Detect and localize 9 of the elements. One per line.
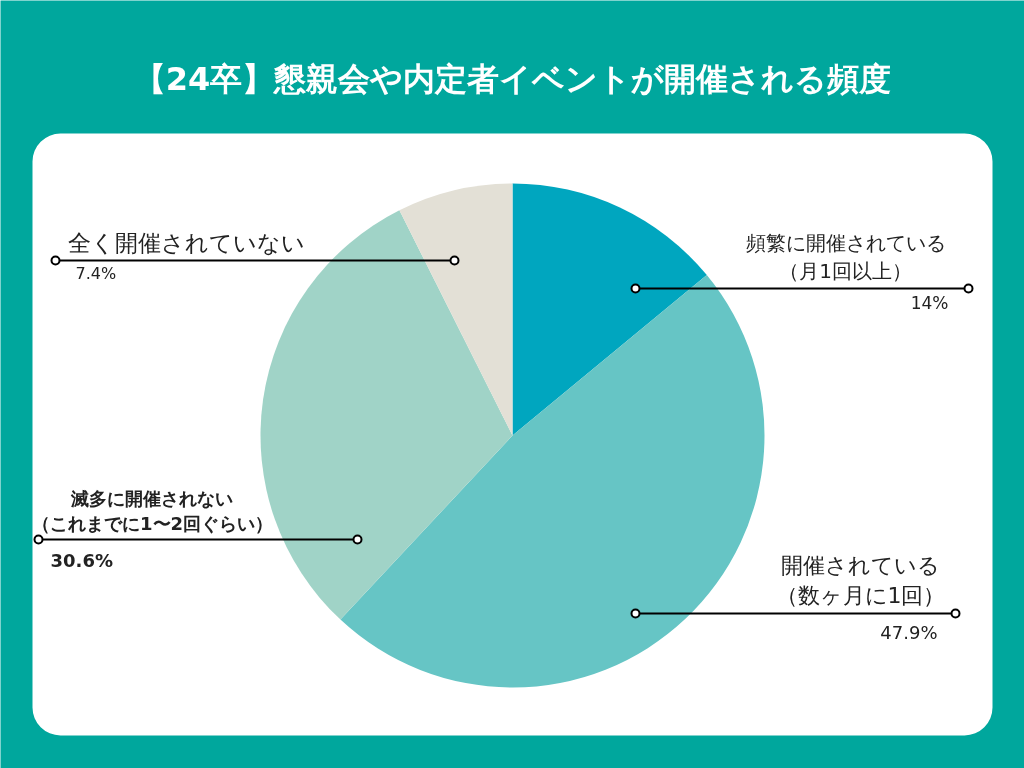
data-label: 47.9% — [880, 622, 938, 643]
data-label: 14% — [910, 292, 949, 313]
data-label: 30.6% — [50, 550, 113, 571]
slice-label: 全く開催されていない — [67, 229, 305, 256]
chart-title: 【24卒】懇親会や内定者イベントが開催される頻度 — [133, 59, 892, 98]
slice-label: 開催されている（数ヶ月に1回） — [775, 552, 946, 608]
slice-label: 滅多に開催されない（これまでに1〜2回ぐらい） — [31, 488, 274, 535]
slice-label: 頻繁に開催されている（月1回以上） — [745, 230, 946, 284]
data-label: 7.4% — [75, 264, 117, 283]
